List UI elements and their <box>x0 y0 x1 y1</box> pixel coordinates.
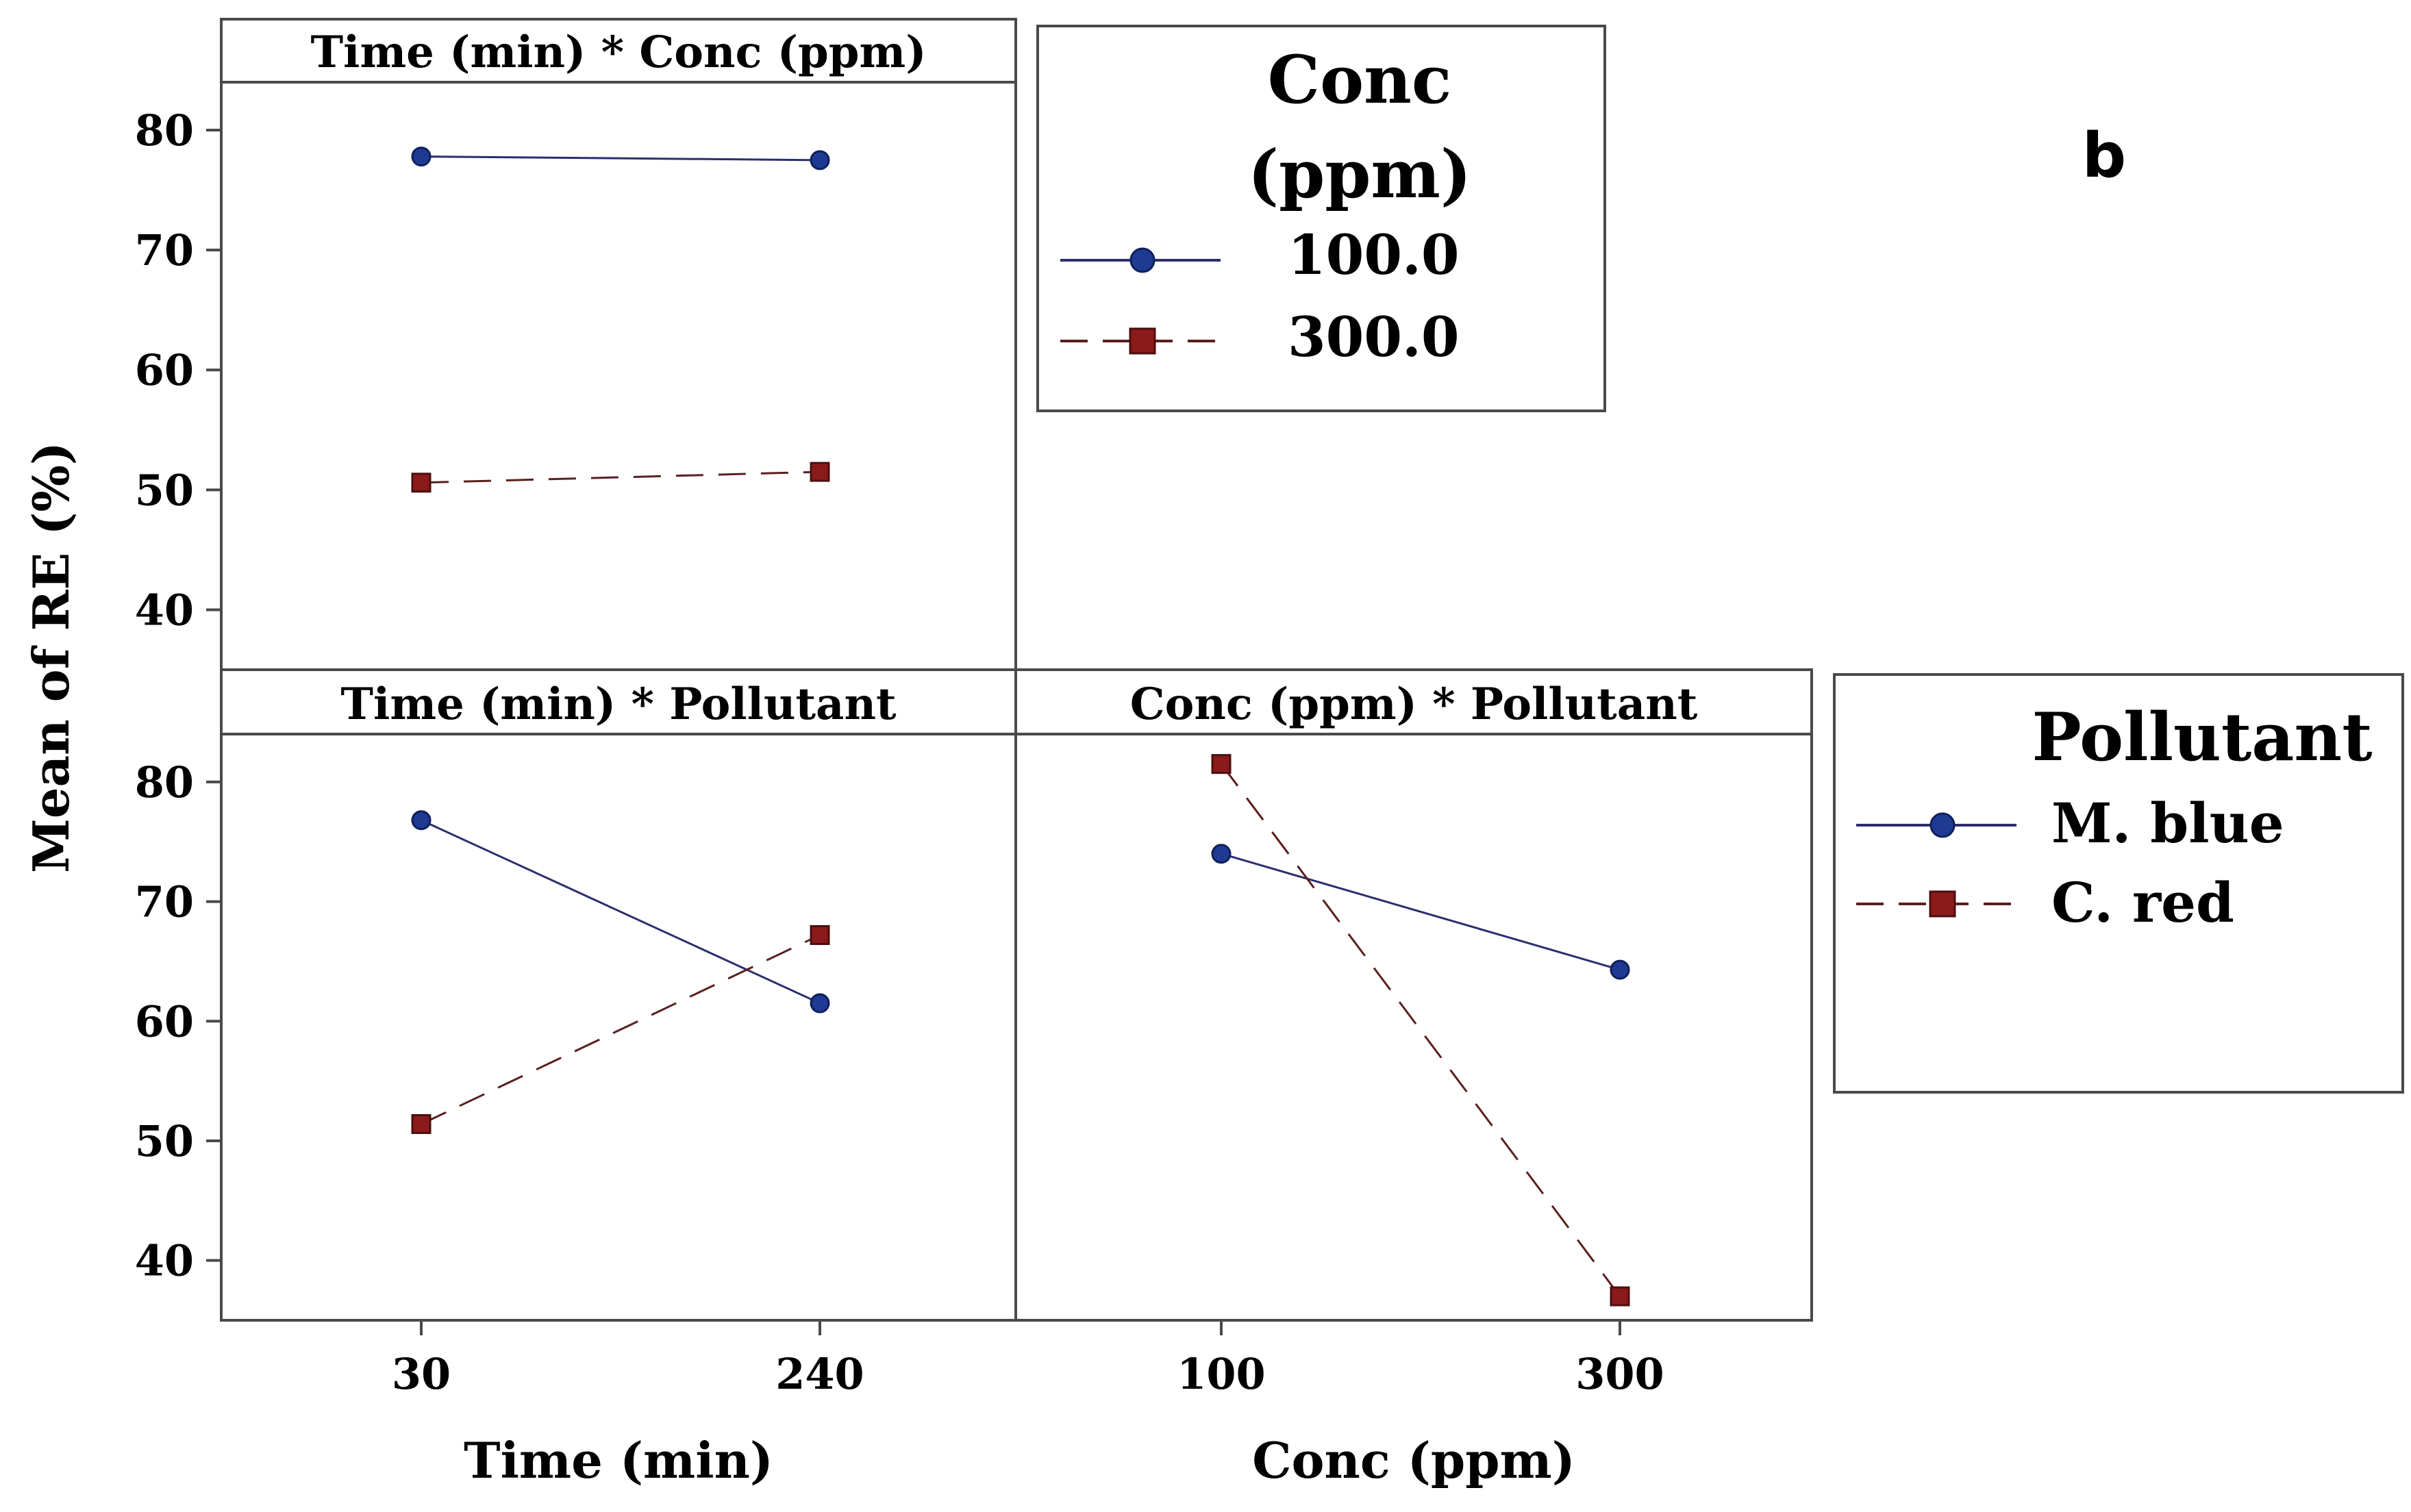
data-point-circle <box>810 150 830 171</box>
y-tick-label: 50 <box>135 1116 194 1166</box>
data-point-square <box>1610 1286 1630 1307</box>
legend-entry-100: 100.0 <box>1060 223 1460 287</box>
panel-title: Time (min) * Pollutant <box>340 679 897 730</box>
panel-frame <box>220 18 1017 671</box>
chart-marks: 40 50 60 70 80 40 50 60 70 80 30 240 100 300 <box>135 105 1664 1399</box>
legend-frame <box>1833 673 2404 1094</box>
legend-entry-m-blue: M. blue <box>1856 791 2284 855</box>
legend-label: 100.0 <box>1288 223 1460 287</box>
y-tick-label: 80 <box>135 757 194 807</box>
panel-time-pollutant: Time (min) * Pollutant <box>220 668 1017 1322</box>
data-point-circle <box>810 993 830 1013</box>
panel-frame <box>1014 668 1813 1322</box>
panel-conc-pollutant: Conc (ppm) * Pollutant <box>1014 668 1813 1322</box>
series-line-m-blue <box>421 819 821 1005</box>
x-axis-title-conc: Conc (ppm) <box>1252 1431 1575 1489</box>
legend-marker-circle <box>1129 247 1155 273</box>
legend-label: C. red <box>2051 870 2234 935</box>
x-tick-label: 300 <box>1575 1349 1664 1399</box>
panel-frame <box>220 668 1017 1322</box>
panel-label: b <box>2082 120 2126 192</box>
y-tick-label: 70 <box>135 225 194 275</box>
legend-entry-300: 300.0 <box>1060 305 1460 369</box>
y-tick-label: 80 <box>135 105 194 155</box>
series-line-c-red <box>1220 763 1621 1297</box>
legend-title-line2: (ppm) <box>1248 136 1472 213</box>
data-point-circle <box>411 810 432 831</box>
y-tick-label: 70 <box>135 877 194 927</box>
panel-time-conc: Time (min) * Conc (ppm) <box>220 18 1017 671</box>
data-point-circle <box>1211 844 1232 864</box>
data-point-square <box>411 1114 432 1135</box>
panel-title: Conc (ppm) * Pollutant <box>1130 679 1698 730</box>
legend-label: 300.0 <box>1288 305 1460 369</box>
y-tick-label: 40 <box>135 585 194 635</box>
legend-marker-circle <box>1929 812 1956 838</box>
data-point-square <box>810 924 830 945</box>
legend-title-line1: Conc <box>1268 41 1452 118</box>
legend-marker-square <box>1129 327 1156 355</box>
series-line-c-red <box>421 934 821 1125</box>
y-tick-label: 40 <box>135 1236 194 1286</box>
x-tick-label: 240 <box>775 1349 864 1399</box>
data-point-square <box>1211 754 1232 774</box>
data-point-square <box>411 473 432 493</box>
series-line-300-0 <box>421 470 821 484</box>
panel-title: Time (min) * Conc (ppm) <box>311 27 927 78</box>
y-tick-label: 60 <box>135 996 194 1046</box>
legend-conc: Conc (ppm) 100.0 300.0 <box>1036 25 1606 412</box>
x-tick-label: 100 <box>1177 1349 1265 1399</box>
series-line-m-blue <box>1221 853 1621 971</box>
y-tick-label: 50 <box>135 465 194 515</box>
legend-marker-square <box>1929 890 1956 918</box>
legend-pollutant: Pollutant M. blue C. red <box>1833 673 2404 1094</box>
x-tick-label: 30 <box>392 1349 451 1399</box>
data-point-circle <box>1610 959 1630 980</box>
legend-label: M. blue <box>2051 791 2284 855</box>
series-line-100-0 <box>421 155 821 162</box>
x-axis-title-time: Time (min) <box>464 1431 773 1489</box>
legend-title: Pollutant <box>2032 698 2372 776</box>
legend-entry-c-red: C. red <box>1856 870 2234 935</box>
data-point-circle <box>411 147 432 167</box>
y-axis-title: Mean of RE (%) <box>22 442 80 873</box>
y-tick-label: 60 <box>135 345 194 395</box>
data-point-square <box>810 462 830 482</box>
